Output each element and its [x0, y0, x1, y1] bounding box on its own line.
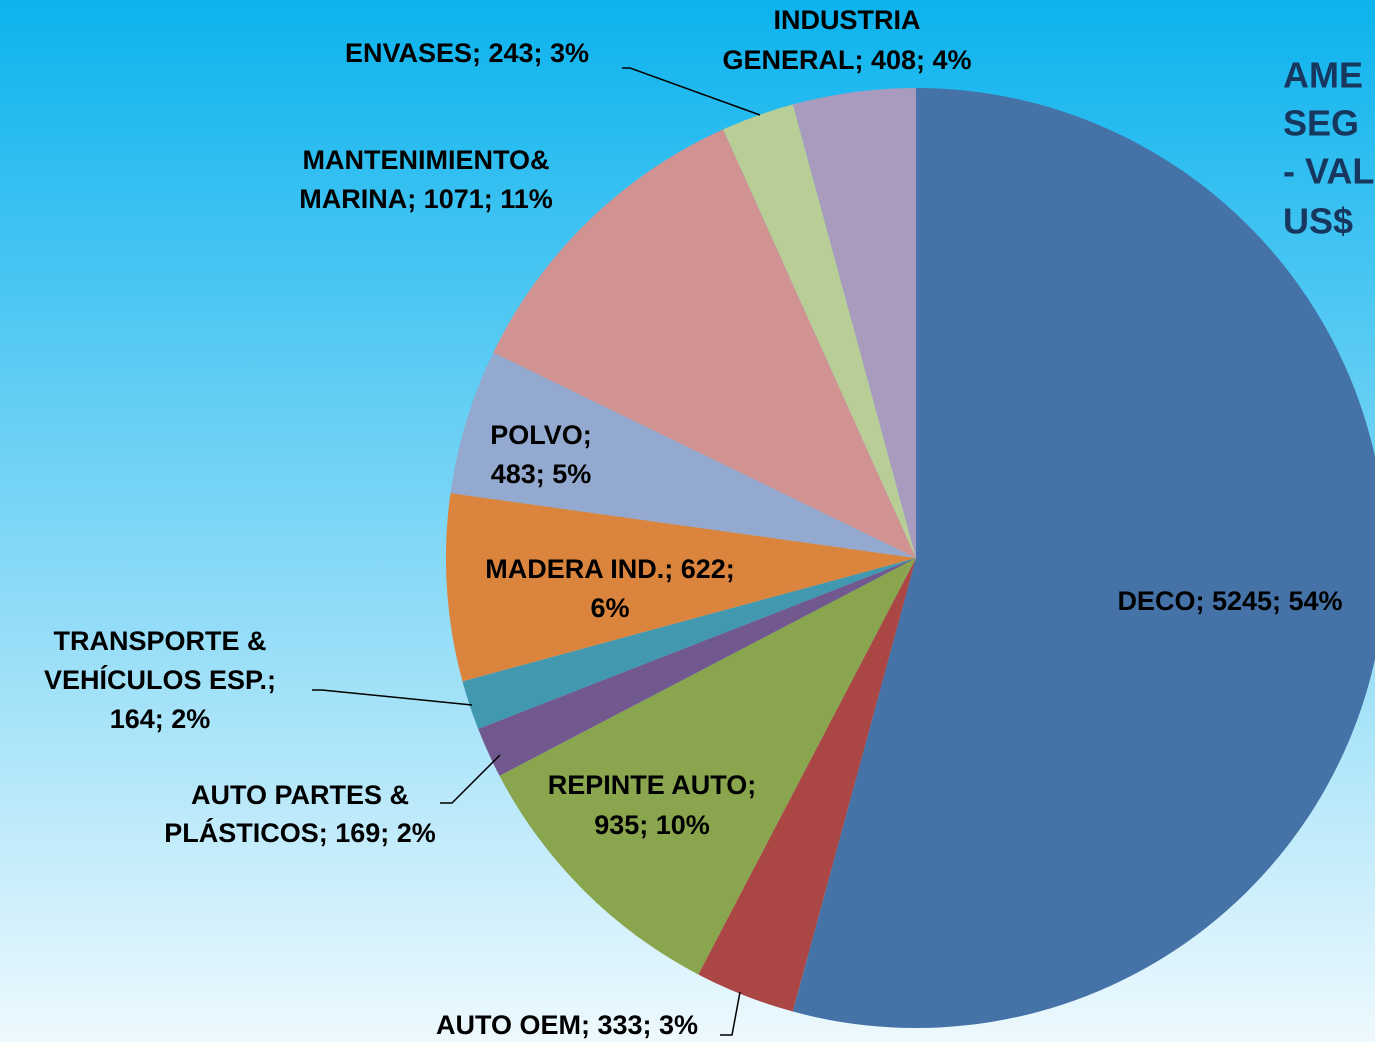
- data-label: AUTO OEM; 333; 3%: [436, 1010, 698, 1040]
- data-label: POLVO;: [490, 420, 592, 450]
- data-label: 483; 5%: [491, 459, 592, 489]
- data-label: GENERAL; 408; 4%: [722, 45, 971, 75]
- leader-line: [720, 991, 741, 1036]
- chart-title: US$: [1283, 201, 1353, 242]
- pie-slice: [493, 129, 916, 559]
- pie-slice: [450, 352, 916, 558]
- data-label: TRANSPORTE &: [53, 626, 266, 656]
- pie-slice: [698, 558, 916, 1012]
- data-label: INDUSTRIA: [774, 5, 921, 35]
- data-label: ENVASES; 243; 3%: [345, 38, 589, 68]
- data-label: 6%: [590, 593, 629, 623]
- data-label: MANTENIMIENTO&: [303, 145, 550, 175]
- data-label: VEHÍCULOS ESP.;: [44, 664, 276, 695]
- leader-line: [440, 754, 501, 804]
- chart-title: SEG: [1283, 103, 1359, 144]
- leader-line: [312, 689, 473, 706]
- pie-slice: [462, 558, 916, 729]
- data-label: MARINA; 1071; 11%: [299, 184, 553, 214]
- pie-slice: [792, 88, 916, 558]
- data-label: PLÁSTICOS; 169; 2%: [164, 817, 436, 848]
- chart-title: - VAL: [1283, 151, 1374, 192]
- pie-slice: [446, 493, 916, 682]
- data-label: REPINTE AUTO;: [548, 770, 757, 800]
- chart-title: AME: [1283, 55, 1363, 96]
- data-label: DECO; 5245; 54%: [1117, 586, 1342, 616]
- leader-line: [622, 67, 761, 116]
- pie-slice: [723, 104, 916, 559]
- data-label: AUTO PARTES &: [191, 780, 409, 810]
- pie-slice: [499, 558, 916, 975]
- data-label: 935; 10%: [594, 810, 710, 840]
- data-label: MADERA IND.; 622;: [485, 554, 735, 584]
- pie-slice: [792, 88, 1375, 1028]
- data-label: 164; 2%: [110, 704, 211, 734]
- pie-slice: [478, 558, 916, 776]
